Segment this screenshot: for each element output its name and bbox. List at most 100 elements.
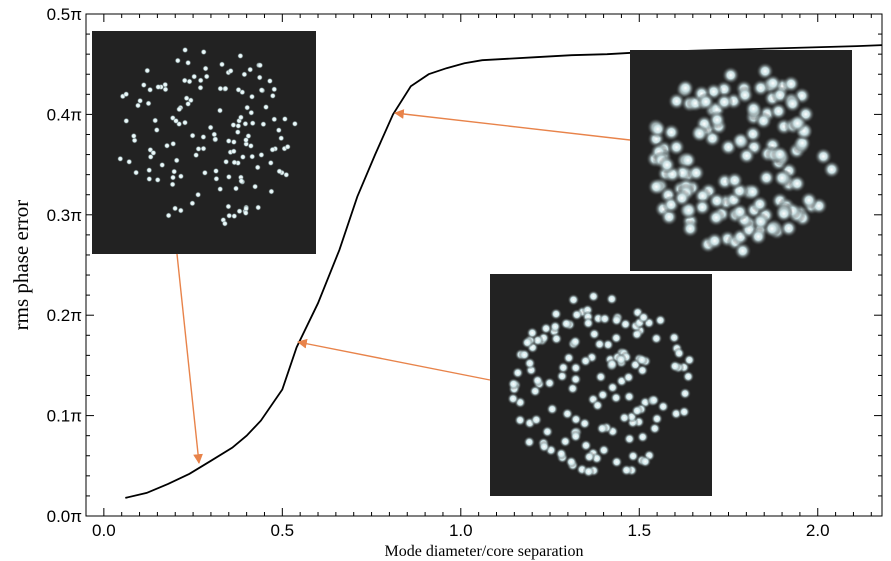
spot [173, 157, 180, 164]
spot [146, 175, 153, 183]
spot [526, 326, 539, 339]
spot [181, 77, 188, 84]
spot [770, 145, 789, 164]
spot [658, 155, 676, 174]
spot [241, 71, 248, 78]
spot [667, 138, 686, 157]
spot [271, 86, 278, 93]
spot [582, 465, 595, 478]
spot [181, 46, 189, 54]
spot [200, 133, 207, 141]
spot [226, 212, 233, 219]
spot [230, 138, 238, 146]
spot [725, 171, 744, 190]
spot [197, 84, 204, 91]
x-tick-label: 2.0 [806, 521, 830, 540]
spot [683, 354, 696, 366]
spot [672, 189, 691, 208]
spot [543, 377, 556, 390]
spot [562, 351, 575, 364]
spot [144, 67, 151, 74]
spot [774, 204, 793, 223]
spot [146, 86, 154, 94]
spot [186, 78, 193, 85]
spot [596, 388, 609, 401]
spot [217, 85, 224, 92]
spot [176, 106, 183, 113]
spot [169, 181, 176, 188]
spot [751, 212, 770, 231]
spot [549, 320, 562, 333]
spot [578, 417, 591, 430]
spot [291, 120, 299, 128]
spot [197, 77, 204, 84]
y-tick-label: 0.3π [47, 206, 82, 225]
spot [212, 136, 219, 143]
spot [662, 123, 681, 142]
spot [673, 347, 686, 360]
spot [283, 171, 290, 178]
x-tick-label: 0.5 [271, 521, 295, 540]
spot [555, 447, 568, 460]
spot [763, 74, 782, 93]
spot [606, 381, 619, 394]
spot [217, 185, 224, 193]
spot [560, 317, 573, 330]
spot [750, 195, 769, 214]
spot [610, 456, 623, 468]
spot [788, 114, 807, 133]
spot [159, 161, 166, 169]
spot [140, 81, 147, 89]
spot [244, 104, 251, 111]
spot [538, 440, 551, 453]
spot [511, 366, 524, 379]
spot [174, 57, 181, 64]
spot [668, 331, 681, 344]
spot [165, 212, 172, 219]
spot [249, 153, 256, 160]
spot [606, 358, 619, 371]
spot [281, 115, 289, 123]
spot [266, 77, 274, 85]
arrow-top-left [176, 253, 203, 464]
spot [636, 431, 649, 443]
spot [618, 411, 631, 424]
spot [773, 169, 791, 187]
spot [183, 95, 190, 102]
spot [251, 183, 259, 190]
spot [676, 79, 695, 97]
spot [669, 360, 681, 373]
spot [530, 413, 543, 426]
spot [207, 124, 214, 131]
spot [597, 444, 610, 457]
spot [681, 219, 700, 238]
spot [636, 364, 649, 377]
spot [200, 48, 207, 56]
spot [152, 117, 159, 124]
spot [150, 149, 157, 157]
spot [191, 73, 198, 80]
spot [591, 399, 604, 412]
spot [654, 314, 667, 327]
spot [145, 100, 152, 107]
arrow-top-right [394, 109, 631, 141]
spot [648, 120, 667, 139]
spot [170, 140, 177, 147]
spot [623, 390, 636, 403]
spot [743, 125, 762, 143]
spot [507, 378, 520, 390]
spot [707, 191, 726, 210]
spot [269, 92, 276, 100]
spot [155, 83, 162, 91]
spot [546, 403, 559, 416]
spot [200, 145, 207, 152]
spot [192, 151, 200, 159]
spot [181, 119, 189, 126]
spot [799, 191, 818, 210]
spot [234, 128, 241, 136]
spot [622, 371, 635, 384]
spot [814, 147, 833, 166]
spot [242, 136, 250, 144]
y-tick-label: 0.2π [47, 306, 82, 325]
